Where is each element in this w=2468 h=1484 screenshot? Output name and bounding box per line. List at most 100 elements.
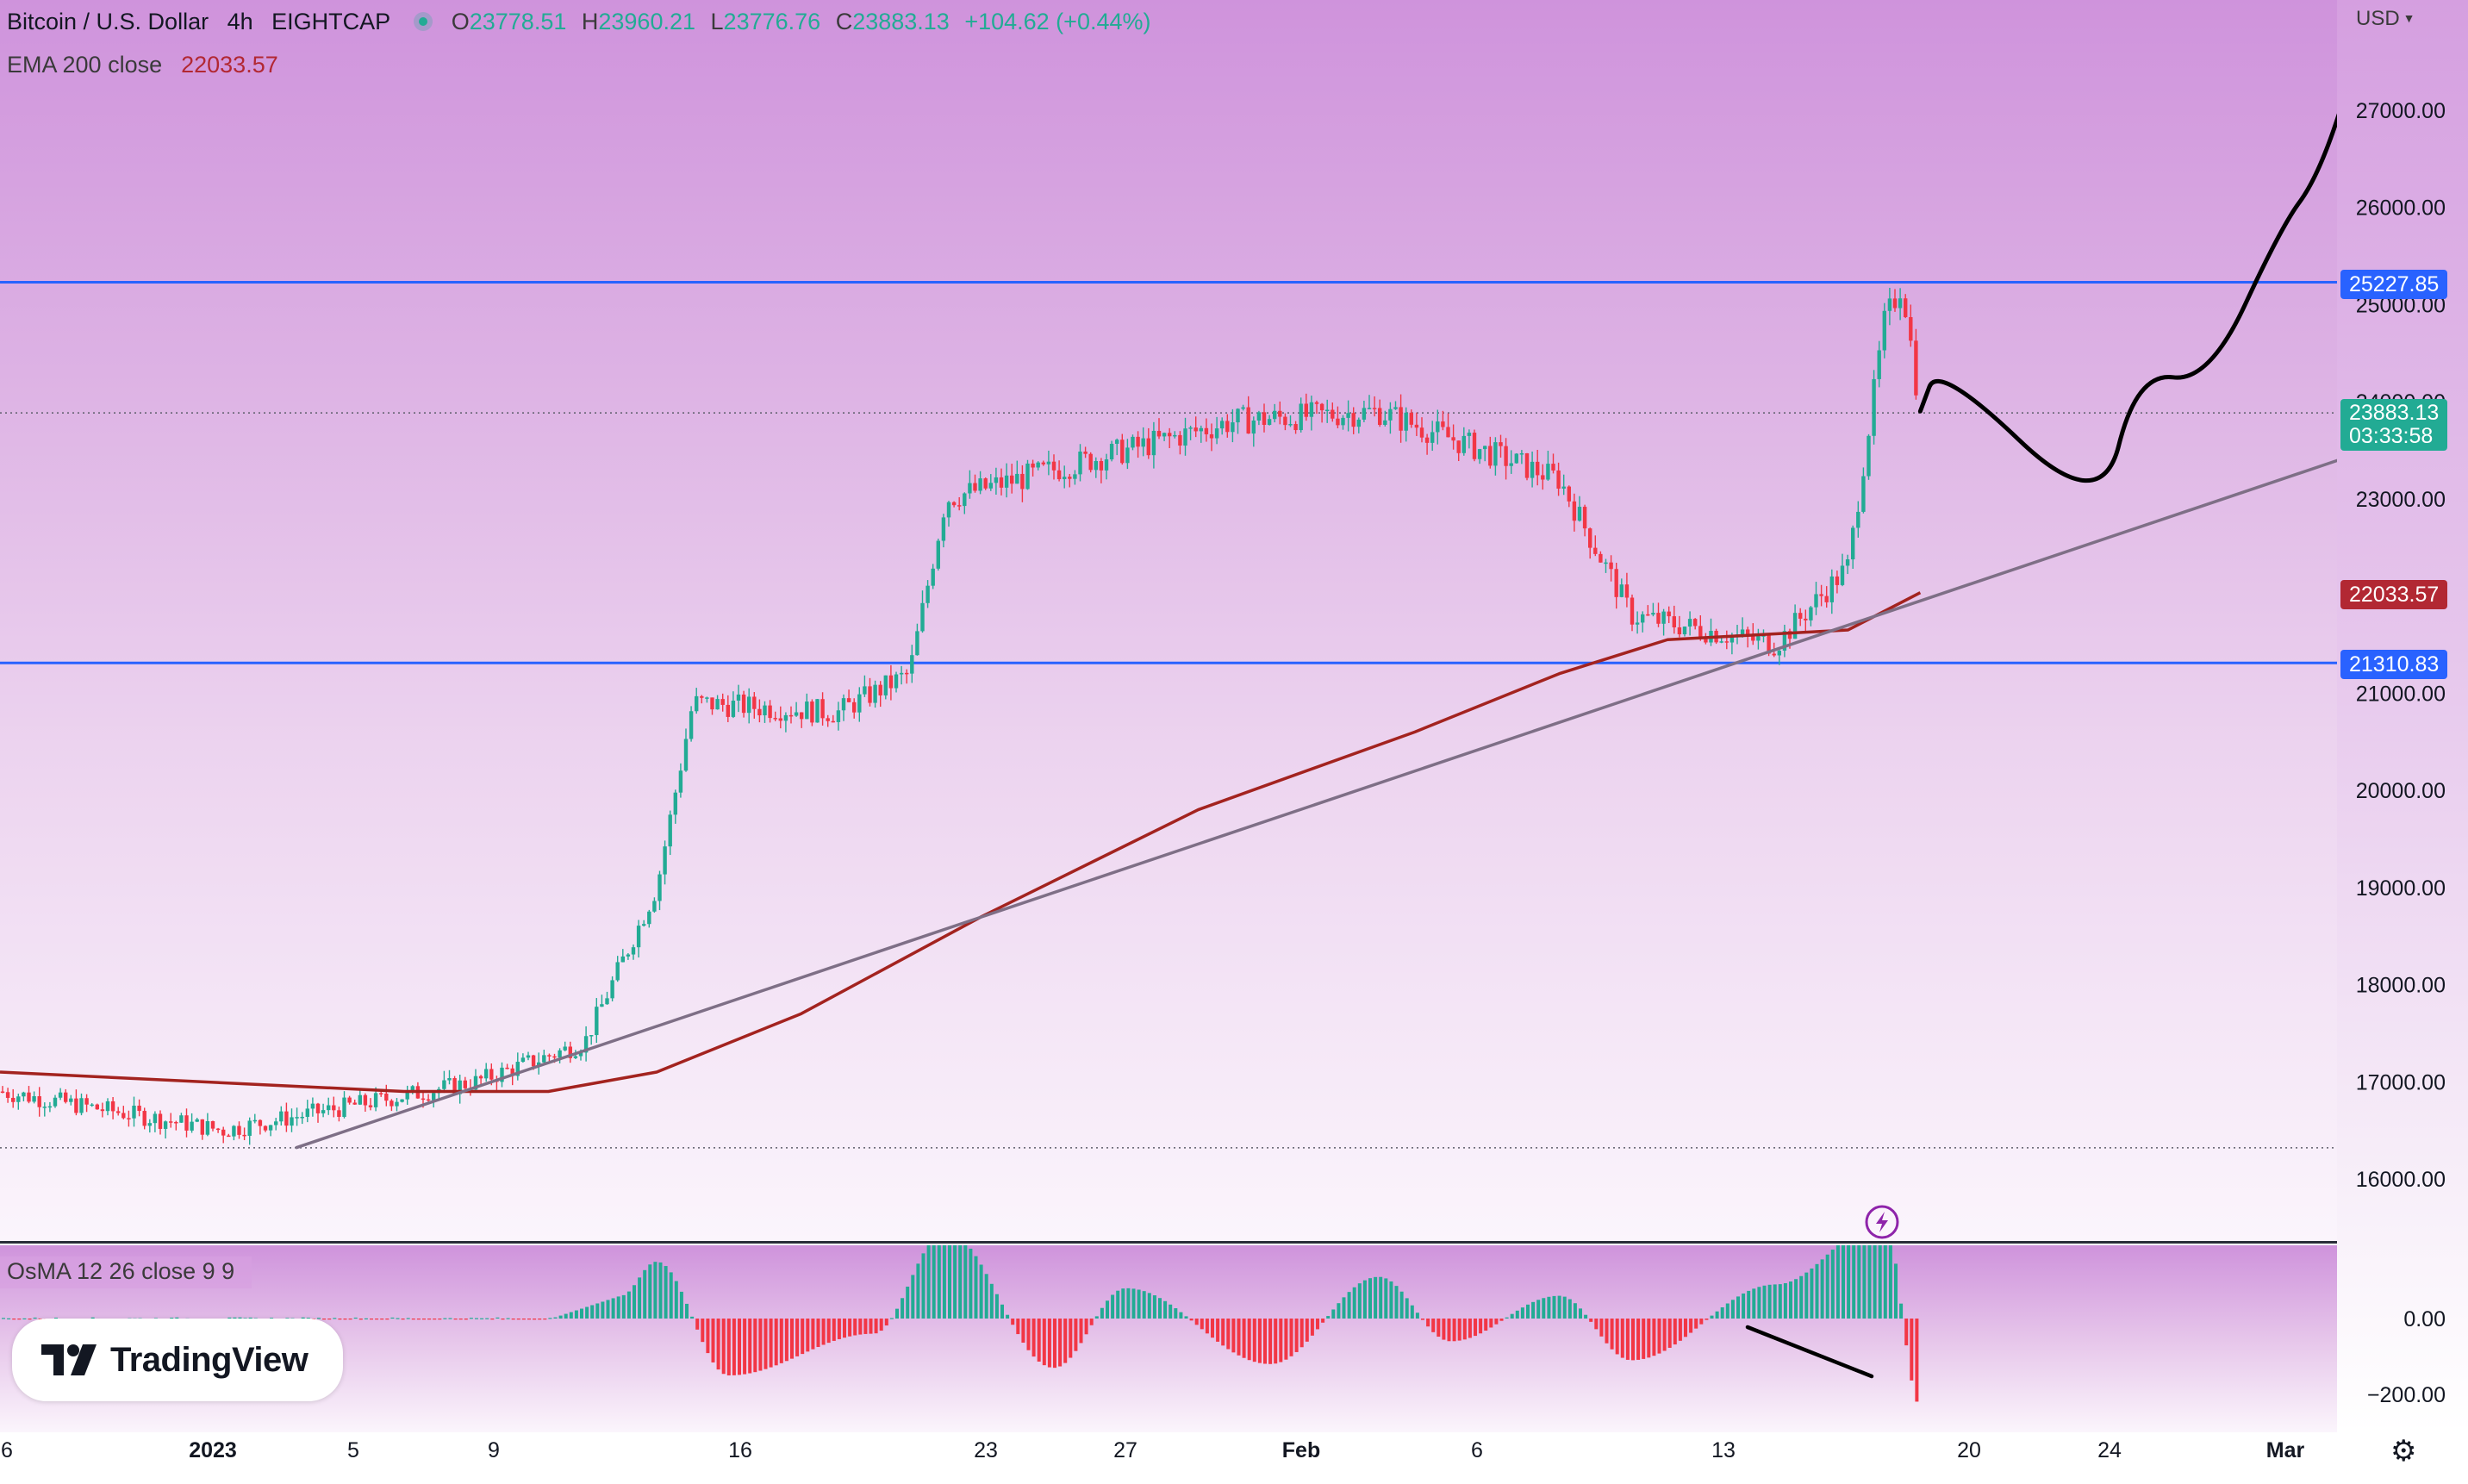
candle-body	[1599, 553, 1603, 563]
osma-bar	[333, 1318, 337, 1319]
osma-bar	[1789, 1281, 1792, 1319]
candle-body	[1724, 641, 1729, 643]
osma-bar	[648, 1264, 652, 1319]
osma-bar	[1584, 1314, 1588, 1319]
candle-body	[1604, 562, 1608, 564]
osma-bar	[1063, 1319, 1068, 1363]
candle-body	[605, 998, 609, 1005]
candle-body	[1472, 433, 1477, 459]
osma-bar	[748, 1319, 752, 1374]
candle-body	[705, 697, 709, 699]
candle-body	[1861, 476, 1866, 512]
candle-body	[1162, 433, 1167, 437]
candle-body	[1441, 421, 1445, 427]
ema-legend[interactable]: EMA 200 close 22033.57	[7, 52, 278, 78]
change-value: +104.62 (+0.44%)	[964, 9, 1151, 34]
osma-bar	[1725, 1303, 1729, 1319]
pane-divider[interactable]	[0, 1241, 2337, 1244]
osma-bar	[1142, 1291, 1146, 1319]
candle-body	[1677, 627, 1682, 635]
candle-body	[0, 1091, 5, 1094]
osma-bar	[963, 1245, 968, 1319]
candle-body	[426, 1099, 431, 1101]
osma-bar	[1042, 1319, 1046, 1366]
osma-bar	[921, 1253, 926, 1319]
candle-body	[1168, 433, 1172, 437]
candle-body	[390, 1101, 394, 1107]
osma-bar	[1331, 1309, 1336, 1319]
candle-body	[1409, 412, 1413, 425]
ema-label[interactable]: EMA 200 close	[7, 52, 163, 78]
candle-body	[1083, 452, 1088, 454]
price-axis-background	[2337, 0, 2468, 1432]
candle-body	[963, 493, 967, 507]
interval-label[interactable]: 4h	[227, 9, 253, 34]
candle-body	[1682, 627, 1687, 635]
candle-body	[290, 1117, 294, 1126]
candle-body	[1751, 634, 1755, 641]
candle-body	[1798, 613, 1803, 619]
candle-body	[552, 1056, 557, 1058]
ema-value: 22033.57	[181, 52, 278, 78]
forecast-path	[1917, 113, 2337, 483]
osma-bar	[726, 1319, 731, 1375]
osma-bar	[716, 1319, 720, 1370]
osma-bar	[1673, 1319, 1677, 1345]
candle-body	[1036, 462, 1040, 468]
candle-body	[478, 1076, 483, 1079]
candle-body	[1687, 619, 1692, 627]
osma-bar	[721, 1319, 726, 1375]
candle-body	[1729, 635, 1735, 643]
osma-legend[interactable]: OsMA 12 26 close 9 9	[0, 1256, 252, 1288]
candle-body	[810, 701, 814, 723]
candle-body	[116, 1111, 121, 1113]
osma-bar	[1515, 1310, 1519, 1319]
candle-body	[805, 701, 809, 720]
candle-body	[268, 1125, 273, 1131]
osma-bar	[790, 1319, 794, 1359]
osma-bar	[390, 1317, 395, 1319]
time-axis-background	[0, 1432, 2468, 1484]
osma-bar	[1510, 1313, 1514, 1319]
symbol-legend[interactable]: Bitcoin / U.S. Dollar 4h EIGHTCAP O23778…	[7, 9, 1160, 35]
tradingview-logo[interactable]: TradingView	[12, 1319, 343, 1401]
candle-body	[988, 483, 993, 489]
candle-body	[447, 1078, 452, 1081]
osma-bar	[1126, 1288, 1131, 1319]
osma-bar	[1825, 1254, 1829, 1319]
symbol-name[interactable]: Bitcoin / U.S. Dollar	[7, 9, 209, 34]
osma-bar	[175, 1317, 179, 1319]
candle-body	[258, 1119, 263, 1126]
candle-body	[284, 1111, 289, 1126]
settings-gear-icon[interactable]: ⚙	[2390, 1435, 2417, 1468]
osma-bar	[1562, 1296, 1567, 1319]
time-tick-label: 24	[2097, 1438, 2122, 1462]
osma-bar	[1883, 1245, 1887, 1319]
candle-body	[1456, 440, 1461, 453]
candle-body	[252, 1119, 257, 1122]
candle-body	[941, 517, 946, 541]
osma-bar	[1799, 1275, 1804, 1319]
osma-bar	[638, 1277, 642, 1319]
osma-label[interactable]: OsMA 12 26 close 9 9	[7, 1258, 235, 1284]
osma-bar	[1111, 1294, 1115, 1319]
candle-body	[1698, 626, 1703, 638]
osma-bar	[795, 1319, 800, 1356]
currency-label[interactable]: USD	[2356, 7, 2400, 30]
osma-bar	[942, 1245, 946, 1319]
currency-selector[interactable]: USD ▼	[2356, 7, 2415, 31]
candle-body	[1809, 607, 1813, 620]
exchange-label[interactable]: EIGHTCAP	[271, 9, 390, 34]
osma-bar	[832, 1319, 836, 1341]
candle-body	[332, 1105, 336, 1111]
osma-bar	[590, 1305, 595, 1319]
candle-body	[1541, 475, 1545, 480]
osma-bar	[1489, 1319, 1493, 1328]
candle-body	[1519, 453, 1524, 455]
osma-bar	[1910, 1319, 1914, 1381]
osma-bar	[664, 1266, 668, 1319]
candle-body	[310, 1103, 315, 1109]
lightning-icon[interactable]	[1864, 1204, 1900, 1240]
osma-bar	[1867, 1245, 1872, 1319]
